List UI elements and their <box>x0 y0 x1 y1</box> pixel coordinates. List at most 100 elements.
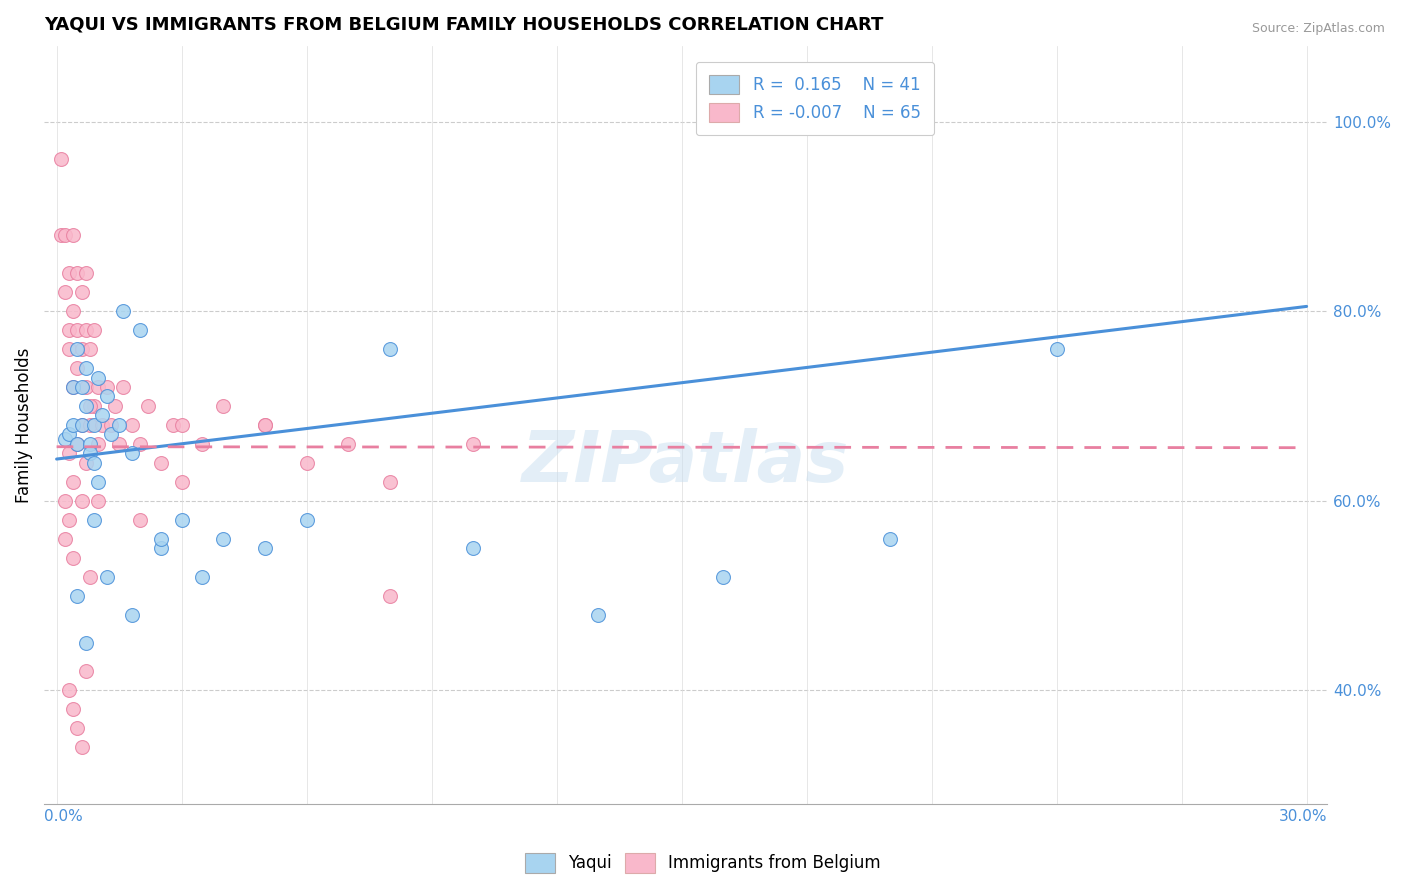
Point <box>129 437 152 451</box>
Point <box>49 153 72 167</box>
Point <box>463 437 485 451</box>
Point <box>75 323 97 337</box>
Point <box>96 569 118 583</box>
Point <box>70 417 93 432</box>
Point <box>53 285 76 300</box>
Point <box>66 437 89 451</box>
Point <box>75 266 97 280</box>
Point <box>104 399 127 413</box>
Point <box>79 399 101 413</box>
Point <box>62 417 84 432</box>
Point <box>170 417 193 432</box>
Point <box>62 702 84 716</box>
Point <box>70 740 93 755</box>
Point <box>337 437 360 451</box>
Point <box>295 513 318 527</box>
Point <box>295 456 318 470</box>
Point <box>170 475 193 489</box>
Point <box>191 437 214 451</box>
Point <box>149 456 172 470</box>
Text: 0.0%: 0.0% <box>44 809 83 824</box>
Point <box>83 513 105 527</box>
Point <box>129 323 152 337</box>
Point <box>70 285 93 300</box>
Point <box>129 513 152 527</box>
Point <box>253 417 276 432</box>
Point <box>83 456 105 470</box>
Point <box>170 513 193 527</box>
Text: ZIPatlas: ZIPatlas <box>522 428 849 498</box>
Point <box>75 380 97 394</box>
Point <box>96 389 118 403</box>
Point <box>79 437 101 451</box>
Point <box>149 541 172 556</box>
Point <box>378 342 401 356</box>
Point <box>58 266 80 280</box>
Point <box>253 417 276 432</box>
Point <box>112 380 135 394</box>
Point <box>378 589 401 603</box>
Point <box>70 380 93 394</box>
Text: Source: ZipAtlas.com: Source: ZipAtlas.com <box>1251 22 1385 36</box>
Point <box>58 342 80 356</box>
Point <box>108 437 131 451</box>
Point <box>121 417 143 432</box>
Point <box>62 304 84 318</box>
Point <box>463 541 485 556</box>
Point <box>136 399 159 413</box>
Point <box>79 569 101 583</box>
Point <box>79 446 101 460</box>
Point <box>58 323 80 337</box>
Point <box>75 636 97 650</box>
Point <box>91 417 114 432</box>
Point <box>53 532 76 546</box>
Point <box>58 513 80 527</box>
Point <box>62 380 84 394</box>
Point <box>87 380 110 394</box>
Point <box>87 493 110 508</box>
Point <box>112 304 135 318</box>
Point <box>53 228 76 243</box>
Point <box>149 532 172 546</box>
Point <box>121 446 143 460</box>
Point <box>79 342 101 356</box>
Point <box>191 569 214 583</box>
Point <box>83 399 105 413</box>
Point <box>66 361 89 376</box>
Point <box>100 427 122 442</box>
Point <box>58 427 80 442</box>
Point <box>253 541 276 556</box>
Point <box>75 665 97 679</box>
Point <box>87 437 110 451</box>
Point <box>53 432 76 446</box>
Point <box>66 266 89 280</box>
Point <box>70 342 93 356</box>
Point <box>62 380 84 394</box>
Point <box>212 532 235 546</box>
Point <box>87 370 110 384</box>
Point <box>212 399 235 413</box>
Y-axis label: Family Households: Family Households <box>15 347 32 502</box>
Point <box>87 475 110 489</box>
Point <box>83 323 105 337</box>
Point <box>588 607 610 622</box>
Point <box>121 607 143 622</box>
Point <box>66 589 89 603</box>
Point <box>100 417 122 432</box>
Legend: Yaqui, Immigrants from Belgium: Yaqui, Immigrants from Belgium <box>519 847 887 880</box>
Point <box>62 550 84 565</box>
Point <box>162 417 184 432</box>
Point <box>70 417 93 432</box>
Point <box>378 475 401 489</box>
Point <box>62 475 84 489</box>
Point <box>66 323 89 337</box>
Point <box>1046 342 1069 356</box>
Point <box>66 437 89 451</box>
Point <box>711 569 734 583</box>
Text: 30.0%: 30.0% <box>1279 809 1327 824</box>
Point <box>53 493 76 508</box>
Legend: R =  0.165    N = 41, R = -0.007    N = 65: R = 0.165 N = 41, R = -0.007 N = 65 <box>696 62 934 135</box>
Point <box>83 417 105 432</box>
Point <box>879 532 901 546</box>
Point <box>58 446 80 460</box>
